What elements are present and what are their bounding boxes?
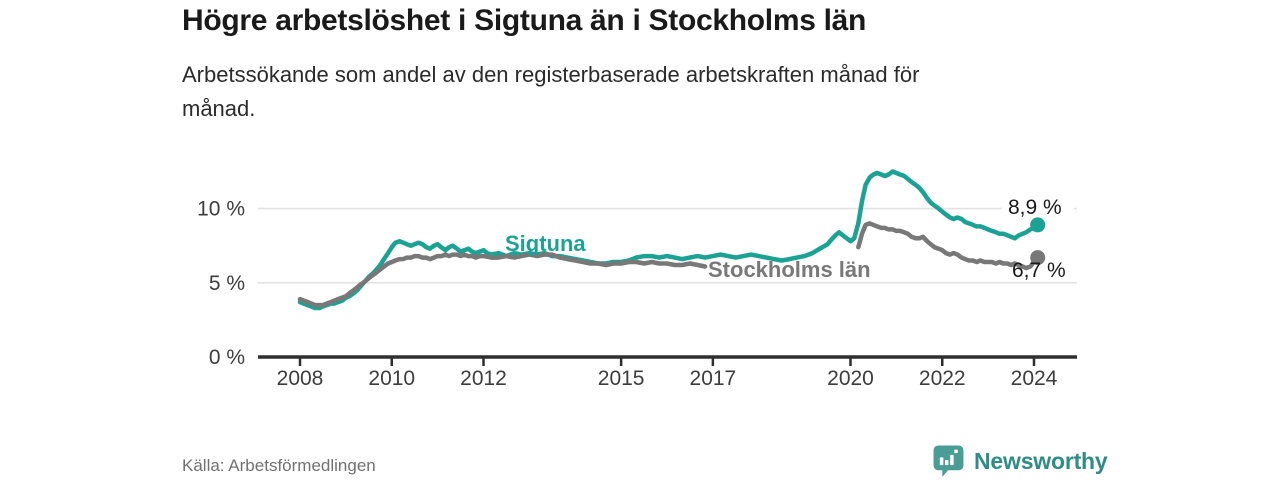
chart-title: Högre arbetslöshet i Sigtuna än i Stockh… — [182, 4, 867, 37]
x-tick-label: 2024 — [1011, 367, 1058, 390]
end-value-sigtuna: 8,9 % — [1008, 196, 1062, 219]
y-tick-label: 10 % — [197, 198, 245, 221]
x-tick-label: 2008 — [277, 367, 324, 390]
series-label-stockholms-lan: Stockholms län — [708, 257, 871, 282]
newsworthy-icon — [933, 445, 964, 477]
endpoint-dot-sigtuna — [1030, 217, 1046, 233]
x-tick-label: 2010 — [368, 367, 415, 390]
y-tick-label: 5 % — [209, 272, 245, 295]
end-label-mask — [1002, 194, 1074, 219]
newsworthy-wordmark: Newsworthy — [974, 447, 1108, 474]
x-tick-label: 2020 — [827, 367, 874, 390]
x-tick-label: 2012 — [460, 367, 507, 390]
chart-subtitle-line2: månad. — [182, 96, 256, 121]
series-line-stockholms-lan — [297, 252, 708, 308]
series-label-sigtuna: Sigtuna — [505, 231, 586, 256]
series-line-stockholms-lan — [856, 221, 1040, 271]
chart-subtitle-line1: Arbetssökande som andel av den registerb… — [182, 62, 920, 87]
newsworthy-logo[interactable]: Newsworthy — [932, 444, 1108, 478]
endpoint-dot-stockholms-lan — [1030, 250, 1046, 266]
x-tick-label: 2017 — [690, 367, 737, 390]
x-tick-label: 2015 — [598, 367, 645, 390]
series-line-sigtuna — [297, 169, 1040, 311]
source-note: Källa: Arbetsförmedlingen — [182, 456, 376, 475]
x-tick-label: 2022 — [919, 367, 966, 390]
end-value-stockholms-lan: 6,7 % — [1012, 259, 1066, 282]
y-tick-label: 0 % — [209, 346, 245, 369]
chart-subtitle: Arbetssökande som andel av den registerb… — [182, 58, 1062, 126]
